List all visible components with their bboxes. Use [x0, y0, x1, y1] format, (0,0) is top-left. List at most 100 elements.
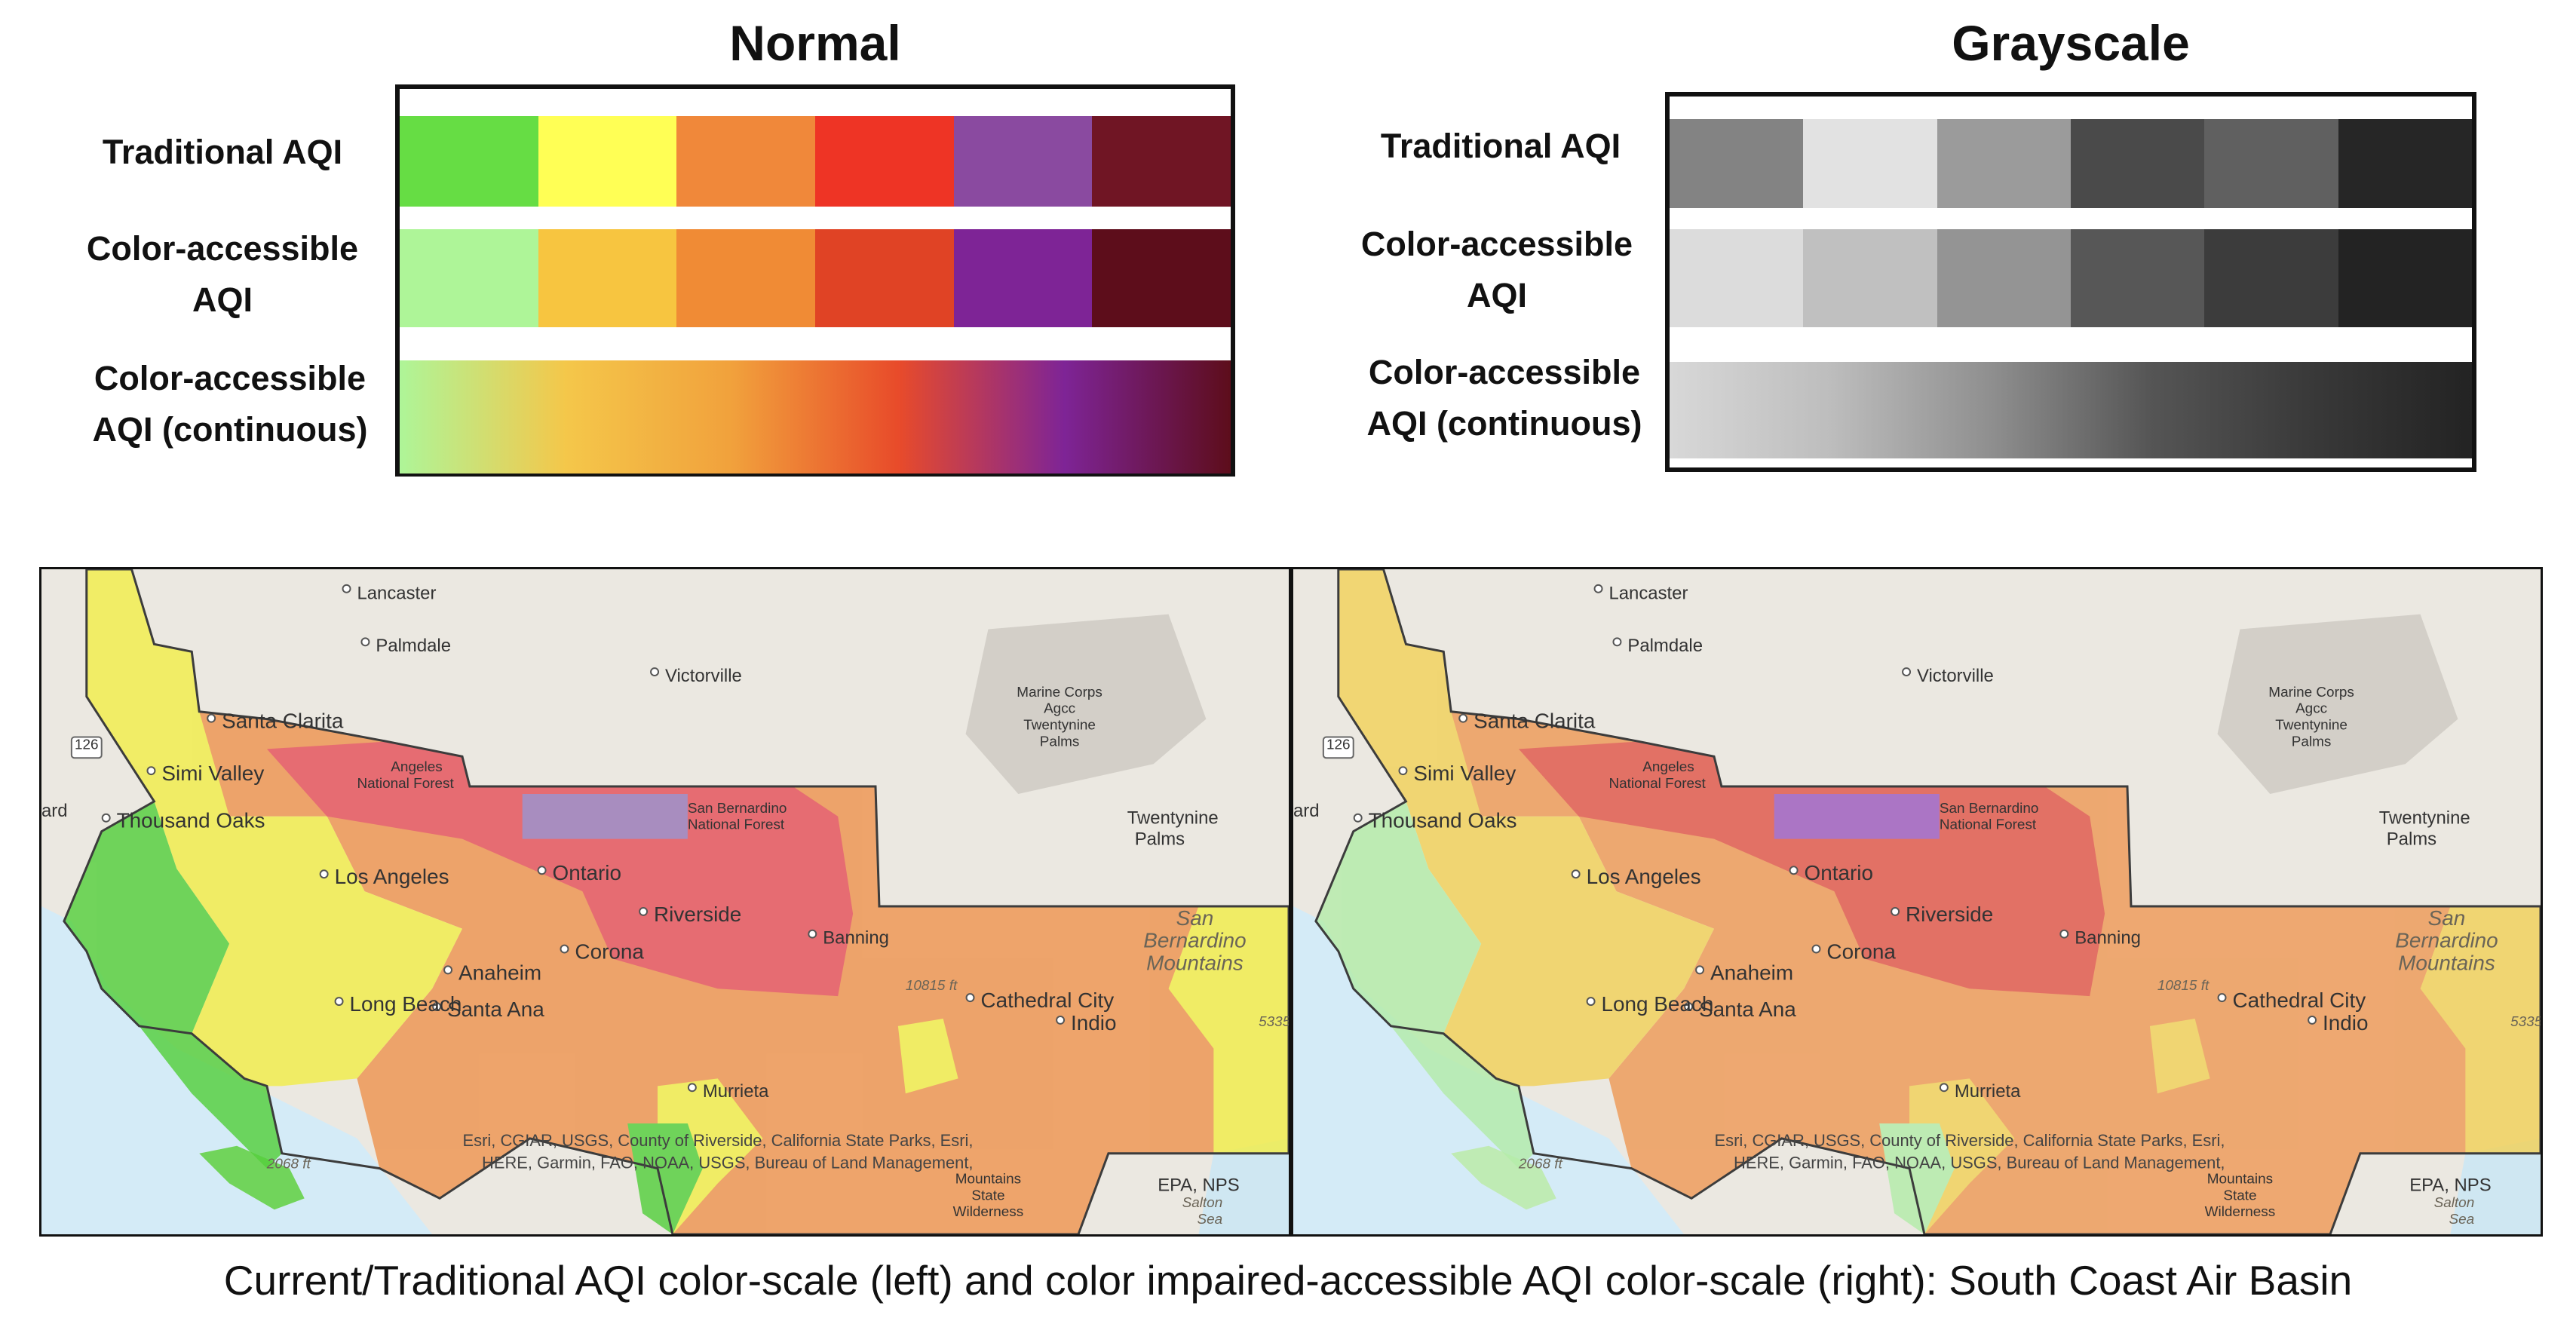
place-label-san-bernardino: San Bernardino: [1940, 801, 2038, 817]
city-marker-icon: [1458, 713, 1468, 723]
salton-sea: [1198, 1138, 1289, 1234]
city-marker-icon: [1056, 1015, 1066, 1025]
map-traditional-aqi[interactable]: Lancaster Palmdale Victorville Marine Corps…: [39, 567, 1291, 1237]
city-marker-icon: [1939, 1083, 1949, 1093]
grayscale-continuous-bar: [1670, 362, 2472, 458]
place-label-peak: 10815 ft: [906, 978, 958, 994]
place-label-national-forest-a: National Forest: [1608, 776, 1706, 792]
city-marker-icon: [1695, 965, 1705, 975]
place-label-salton: Salton: [1182, 1195, 1223, 1211]
normal-row-label-traditional: Traditional AQI: [102, 133, 343, 171]
highway-shield-icon: [70, 736, 103, 759]
place-label-banning: Banning: [823, 928, 889, 949]
scale-segment-6: [1092, 229, 1231, 327]
city-marker-icon: [1353, 813, 1363, 823]
scale-segment-1: [1670, 119, 1804, 208]
place-label-san-bernardino: San Bernardino: [688, 801, 787, 817]
place-label-national-forest-b: National Forest: [1940, 817, 2037, 833]
place-label-indio: Indio: [1071, 1011, 1116, 1034]
normal-traditional-bar: [400, 116, 1231, 207]
scale-segment-3: [676, 229, 816, 327]
place-label-palmdale: Palmdale: [1627, 636, 1703, 656]
city-marker-icon: [207, 713, 216, 723]
place-label-mountains-b: Mountains: [2207, 1171, 2273, 1187]
city-markers: [101, 584, 1066, 1093]
scale-segment-6: [2338, 229, 2472, 327]
city-markers: [1353, 584, 2317, 1093]
place-label-mountains-b: Mountains: [955, 1171, 1021, 1187]
place-label-elev-5335: 5335: [1259, 1014, 1289, 1030]
place-label-anaheim: Anaheim: [458, 961, 541, 984]
aqi-zones: [1315, 569, 2541, 1234]
place-label-wilderness: Wilderness: [953, 1204, 1024, 1220]
place-label-twentynine-b: Twentynine: [2379, 808, 2470, 829]
aqi-zone-moderate: [1168, 906, 1289, 1154]
place-label-palms-a: Palms: [1040, 734, 1080, 749]
place-label-ard: ard: [41, 801, 68, 821]
city-marker-icon: [2059, 929, 2069, 939]
scale-segment-2: [1803, 119, 1937, 208]
scale-segment-2: [1803, 229, 1937, 327]
scale-segment-1: [400, 229, 538, 327]
place-label-victorville: Victorville: [665, 666, 742, 686]
aqi-zone-good: [63, 801, 282, 1169]
aqi-zone-good: [1879, 1123, 1955, 1234]
city-marker-icon: [1684, 1002, 1694, 1012]
place-label-thousand-oaks: Thousand Oaks: [117, 809, 265, 832]
place-label-epa-nps: EPA, NPS: [2409, 1175, 2491, 1195]
aqi-zone-very-unhealthy: [1774, 793, 1940, 839]
place-label-santa-clarita: Santa Clarita: [222, 710, 344, 733]
aqi-zone-moderate: [2149, 1018, 2210, 1094]
scale-segment-5: [2204, 119, 2338, 208]
place-label-san-b-mtn2: Bernardino: [1143, 929, 1246, 952]
place-labels: Lancaster Palmdale Victorville Marine Corps…: [41, 584, 1289, 1228]
place-label-marine-corps: Marine Corps: [2268, 685, 2354, 700]
place-label-national-forest-b: National Forest: [688, 817, 785, 833]
place-label-santa-clarita: Santa Clarita: [1474, 710, 1596, 733]
place-label-corona: Corona: [575, 940, 644, 964]
map-accessible-aqi[interactable]: Lancaster Palmdale Victorville Marine Corps…: [1291, 567, 2543, 1237]
city-marker-icon: [560, 944, 569, 954]
city-marker-icon: [808, 929, 817, 939]
place-label-angeles: Angeles: [391, 759, 442, 775]
scale-segment-5: [953, 116, 1093, 207]
normal-accessible-bar: [400, 229, 1231, 327]
catalina-zone: [1451, 1145, 1556, 1210]
place-label-indio: Indio: [2323, 1011, 2368, 1034]
place-label-elev-5335: 5335: [2510, 1014, 2541, 1030]
scale-segment-2: [538, 116, 677, 207]
place-label-agcc: Agcc: [2295, 701, 2327, 717]
map-accessible-svg: Lancaster Palmdale Victorville Marine Corps…: [1293, 569, 2541, 1234]
city-marker-icon: [342, 584, 351, 593]
place-label-twentynine-b: Twentynine: [1127, 808, 1219, 829]
marine-corps-area: [965, 614, 1207, 794]
place-label-santa-ana: Santa Ana: [1699, 998, 1796, 1021]
grayscale-accessible-bar: [1670, 229, 2472, 327]
marine-corps-area: [2217, 614, 2458, 794]
aqi-zone-moderate: [154, 801, 462, 1087]
place-label-salton: Salton: [2434, 1195, 2475, 1211]
place-label-palms-b: Palms: [1135, 829, 1185, 850]
place-label-ard: ard: [1293, 801, 1320, 821]
grayscale-row-label-accessible: Color-accessible AQI: [1360, 225, 1633, 314]
normal-panel-title: Normal: [729, 15, 901, 71]
place-label-lancaster: Lancaster: [1608, 584, 1688, 604]
city-marker-icon: [639, 906, 649, 916]
place-label-state: State: [2223, 1188, 2256, 1203]
city-marker-icon: [1902, 667, 1912, 677]
place-label-attribution-2: HERE, Garmin, FAO, NOAA, USGS, Bureau of…: [482, 1154, 973, 1172]
place-label-ontario: Ontario: [553, 861, 621, 884]
place-label-lancaster: Lancaster: [357, 584, 436, 604]
scale-segment-6: [2338, 119, 2472, 208]
scale-segment-3: [1937, 229, 2071, 327]
place-label-peak: 10815 ft: [2157, 978, 2210, 994]
place-label-mountains: Mountains: [2398, 951, 2495, 974]
place-label-hwy: 126: [75, 737, 99, 752]
city-marker-icon: [1789, 866, 1799, 875]
aqi-zone-moderate: [897, 1018, 958, 1094]
place-label-simi-valley: Simi Valley: [1413, 762, 1516, 785]
basin-boundary: [1314, 569, 2541, 1234]
scale-segment-6: [1092, 116, 1231, 207]
place-label-national-forest-a: National Forest: [357, 776, 454, 792]
aqi-zone-moderate: [2420, 906, 2541, 1154]
